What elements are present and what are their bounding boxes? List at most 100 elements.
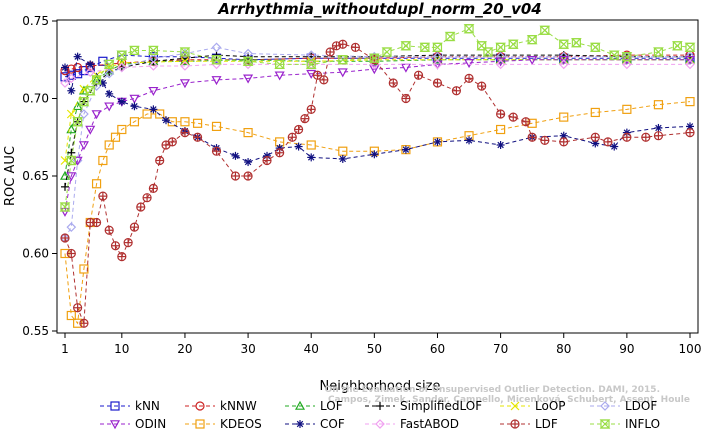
data-point-fastabod — [432, 59, 443, 70]
data-point-kdeos — [211, 121, 222, 132]
data-point-kdeos — [98, 155, 108, 166]
legend-entry-fastabod: FastABOD — [365, 417, 459, 431]
chart-title: Arrhythmia_withoutdupl_norm_20_v04 — [217, 0, 541, 18]
data-point-odin — [337, 68, 348, 78]
legend-label: KDEOS — [220, 417, 262, 431]
legend-marker — [510, 419, 520, 429]
legend-entry-inflo: INFLO — [590, 417, 660, 431]
data-point-ldf — [496, 109, 506, 119]
data-point-ldf — [325, 47, 335, 57]
watermark-authors: Campos, Zimek, Sander, Campello, Micenko… — [328, 395, 690, 405]
legend-label: INFLO — [625, 417, 660, 431]
legend: kNN kNNW LOF SimplifiedLOF LoOP LDOF ODIN KDEOS… — [100, 399, 660, 431]
legend-entry-lof: LOF — [285, 399, 343, 413]
data-point-inflo — [337, 55, 349, 65]
data-point-cof — [433, 137, 442, 146]
legend-marker — [600, 401, 610, 411]
data-point-cof — [117, 97, 126, 106]
data-point-ldf — [129, 222, 140, 232]
data-point-inflo — [72, 117, 84, 127]
series-line-cof — [64, 55, 691, 163]
data-point-inflo — [570, 38, 582, 48]
data-point-ldf — [401, 93, 411, 104]
legend-label: LOF — [320, 399, 343, 413]
legend-entry-loop: LoOP — [500, 399, 566, 413]
data-point-cof — [105, 89, 114, 98]
data-point-ldf — [559, 137, 569, 147]
data-point-simplifiedlof — [67, 148, 76, 157]
data-point-inflo — [179, 47, 191, 57]
data-point-kdeos — [527, 118, 537, 128]
x-tick-label: 1 — [61, 342, 69, 356]
data-point-odin — [558, 55, 569, 65]
data-point-odin — [243, 74, 254, 84]
data-point-odin — [78, 141, 89, 151]
legend-entry-cof: COF — [285, 417, 345, 431]
data-point-inflo — [419, 42, 431, 52]
x-axis: 1 10 20 30 40 50 60 70 80 90 100 — [61, 333, 701, 356]
data-point-inflo — [91, 75, 103, 85]
data-point-inflo — [432, 42, 443, 52]
data-point-odin — [527, 55, 538, 65]
data-point-ldf — [211, 146, 222, 156]
series-inflo — [59, 24, 696, 212]
data-point-odin — [85, 125, 96, 135]
data-point-inflo — [242, 56, 254, 66]
x-tick-label: 10 — [114, 342, 129, 356]
data-point-inflo — [65, 155, 77, 166]
data-point-cof — [67, 86, 76, 95]
data-point-odin — [464, 59, 475, 69]
data-point-inflo — [684, 42, 696, 52]
data-point-ldf — [230, 171, 241, 181]
x-tick-label: 70 — [493, 342, 508, 356]
data-point-fastabod — [148, 61, 159, 71]
data-point-odin — [148, 86, 159, 96]
data-point-kdeos — [155, 109, 165, 119]
data-point-ldf — [388, 78, 398, 88]
data-point-inflo — [147, 45, 159, 56]
data-point-ldf — [350, 42, 361, 52]
data-point-ldf — [590, 132, 600, 142]
data-point-inflo — [305, 59, 317, 70]
data-point-ldf — [148, 183, 158, 193]
legend-marker — [294, 400, 306, 410]
data-point-inflo — [59, 202, 71, 212]
data-point-inflo — [84, 86, 96, 96]
data-point-ldf — [104, 225, 114, 235]
data-point-ldf — [73, 303, 83, 313]
data-point-fastabod — [66, 73, 77, 84]
data-point-knn — [73, 69, 83, 79]
data-point-loop — [66, 109, 76, 119]
legend-entry-knnw: kNNW — [185, 399, 257, 413]
data-point-inflo — [652, 47, 664, 57]
data-point-ldf — [451, 86, 462, 96]
data-point-inflo — [103, 59, 115, 70]
legend-label: COF — [320, 417, 345, 431]
data-point-odin — [91, 110, 102, 120]
data-point-kdeos — [117, 124, 127, 135]
legend-marker — [376, 402, 384, 410]
y-tick-label: 0.60 — [22, 247, 49, 261]
data-point-kdeos — [496, 124, 506, 135]
data-point-fastabod — [85, 67, 96, 77]
data-point-ldf — [508, 112, 518, 122]
data-point-ldof — [211, 42, 222, 53]
legend-marker — [510, 401, 520, 411]
data-point-ldf — [98, 191, 108, 201]
data-point-inflo — [526, 34, 538, 45]
data-point-ldf — [142, 193, 152, 203]
data-point-inflo — [507, 39, 519, 49]
data-point-odin — [104, 102, 115, 112]
data-point-odin — [179, 79, 190, 89]
x-tick-label: 30 — [240, 342, 255, 356]
data-point-ldof — [79, 109, 89, 119]
series-line-odin — [64, 59, 690, 212]
legend-marker — [195, 419, 205, 429]
data-point-ldf — [306, 104, 316, 114]
data-point-fastabod — [685, 59, 695, 70]
data-point-cof — [370, 150, 379, 159]
data-point-ldf — [117, 252, 127, 262]
data-point-kdeos — [104, 140, 114, 150]
data-point-cof — [231, 151, 240, 160]
y-axis: 0.55 0.60 0.65 0.70 0.75 — [22, 14, 57, 338]
